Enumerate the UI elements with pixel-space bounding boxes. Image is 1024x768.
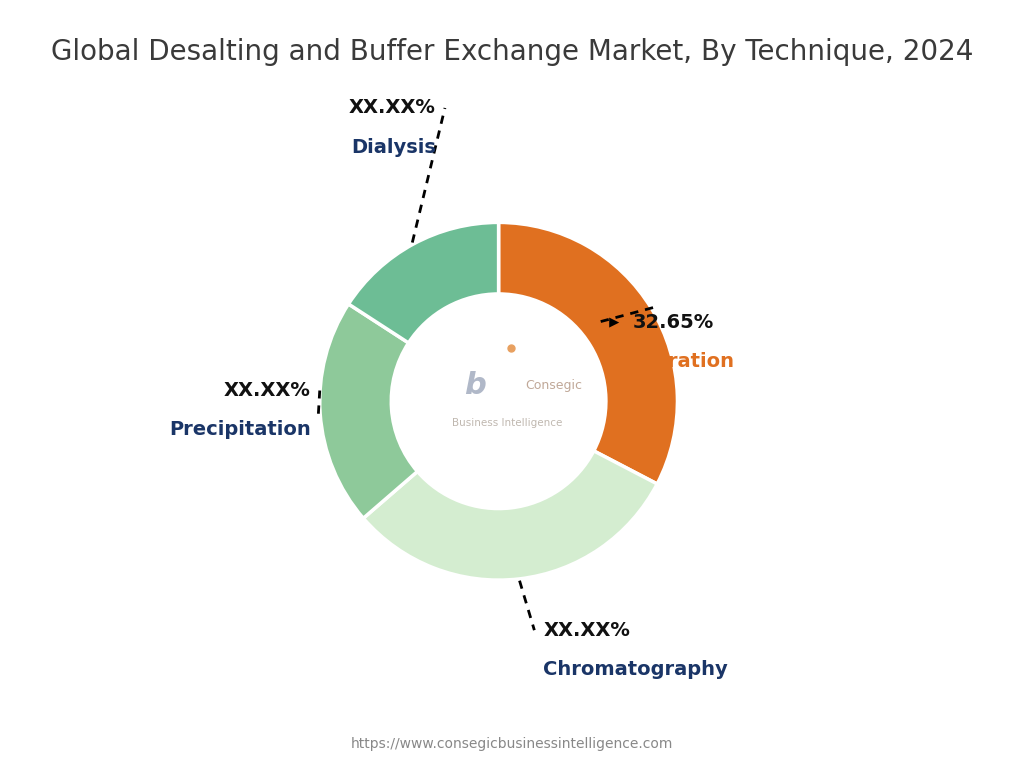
Text: Filtration: Filtration xyxy=(633,353,735,372)
Text: 32.65%: 32.65% xyxy=(633,313,714,332)
Circle shape xyxy=(391,294,606,508)
Text: Chromatography: Chromatography xyxy=(544,660,728,679)
Wedge shape xyxy=(364,451,657,580)
Text: XX.XX%: XX.XX% xyxy=(349,98,436,118)
Text: Dialysis: Dialysis xyxy=(351,137,436,157)
Text: Precipitation: Precipitation xyxy=(169,420,311,439)
Wedge shape xyxy=(499,223,678,484)
Text: Global Desalting and Buffer Exchange Market, By Technique, 2024: Global Desalting and Buffer Exchange Mar… xyxy=(51,38,973,66)
Text: Consegic: Consegic xyxy=(525,379,583,392)
Text: XX.XX%: XX.XX% xyxy=(544,621,630,640)
Text: XX.XX%: XX.XX% xyxy=(224,381,311,400)
Text: b: b xyxy=(465,371,486,399)
Wedge shape xyxy=(319,304,418,518)
Text: https://www.consegicbusinessintelligence.com: https://www.consegicbusinessintelligence… xyxy=(351,737,673,751)
Text: Business Intelligence: Business Intelligence xyxy=(453,418,563,428)
Wedge shape xyxy=(348,223,499,343)
